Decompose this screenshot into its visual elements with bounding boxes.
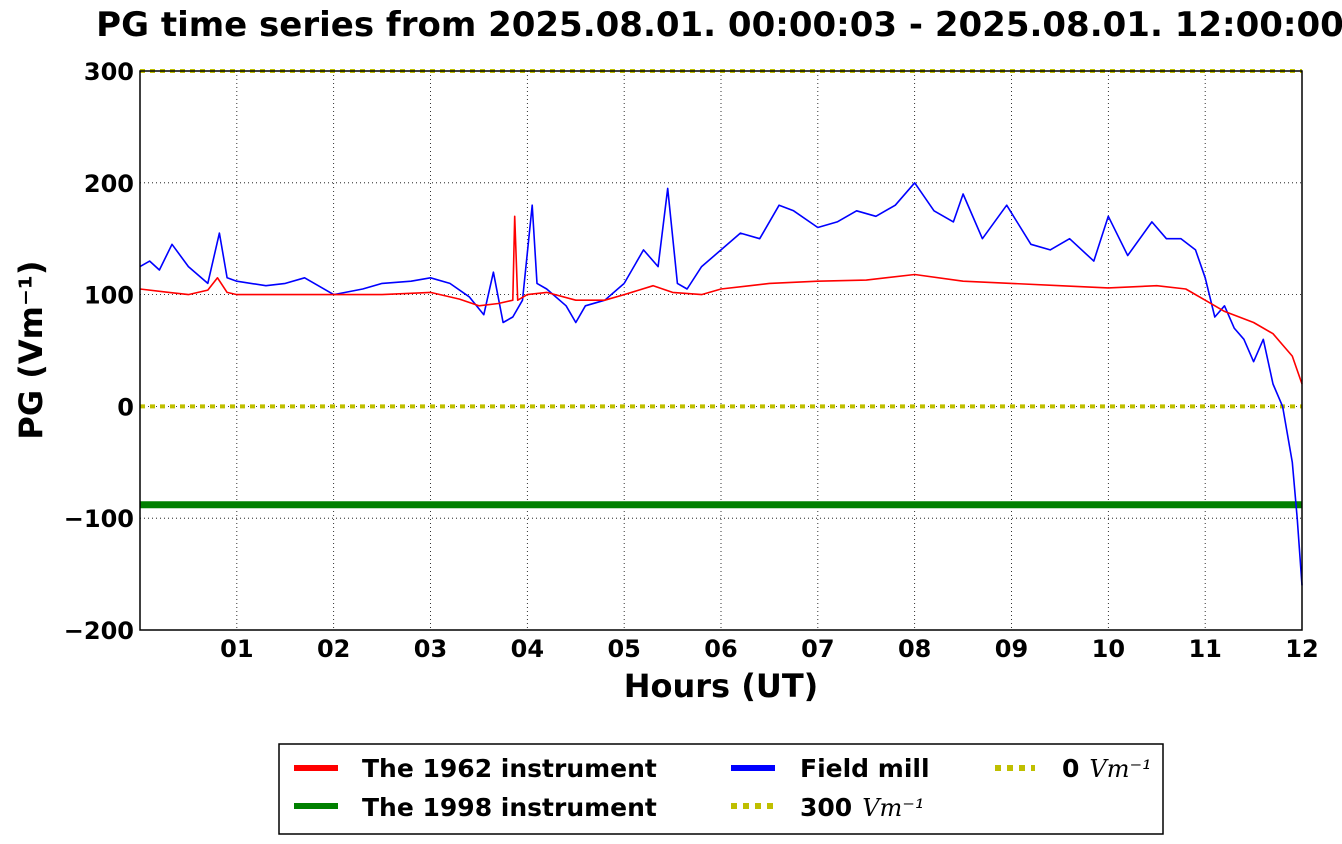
y-tick-label: 200: [84, 170, 134, 198]
chart-title: PG time series from 2025.08.01. 00:00:03…: [96, 5, 1342, 45]
x-tick-label: 05: [607, 635, 640, 663]
legend-label-1962: The 1962 instrument: [362, 754, 657, 783]
x-tick-label: 12: [1285, 635, 1318, 663]
x-tick-label: 11: [1188, 635, 1221, 663]
legend-label-mill: Field mill: [800, 754, 930, 783]
legend-box: [278, 743, 1164, 835]
x-tick-labels: 01 02 03 04 05 06 07 08 09 10 11 12: [220, 635, 1319, 663]
grid-lines: [140, 70, 1303, 631]
x-tick-label: 10: [1092, 635, 1125, 663]
plot-frame: [139, 70, 1303, 631]
y-tick-labels: 300 200 100 0 −100 −200: [64, 58, 134, 645]
series-line-field-mill: [139, 182, 1303, 586]
x-tick-label: 02: [317, 635, 350, 663]
x-tick-label: 06: [704, 635, 737, 663]
y-axis-label: PG (Vm⁻¹): [12, 260, 50, 439]
x-tick-label: 03: [414, 635, 447, 663]
y-tick-label: 300: [84, 58, 134, 86]
series-line-the-1962-instrument: [139, 215, 1303, 385]
series-lines: [139, 182, 1303, 586]
x-tick-label: 01: [220, 635, 253, 663]
legend-label-1998: The 1998 instrument: [362, 793, 657, 822]
y-tick-label: −100: [64, 505, 134, 533]
x-tick-label: 08: [898, 635, 931, 663]
x-tick-label: 04: [511, 635, 544, 663]
legend-label-ref0: 0 Vm⁻¹: [1062, 754, 1152, 783]
y-tick-label: 0: [117, 393, 134, 421]
x-axis-label: Hours (UT): [624, 667, 819, 705]
x-tick-label: 07: [801, 635, 834, 663]
legend-label-ref300: 300 Vm⁻¹: [800, 793, 925, 822]
x-tick-label: 09: [995, 635, 1028, 663]
y-tick-label: 100: [84, 282, 134, 310]
reference-lines: [140, 69, 1302, 409]
y-tick-label: −200: [64, 617, 134, 645]
legend: The 1962 instrument The 1998 instrument …: [278, 743, 1164, 835]
